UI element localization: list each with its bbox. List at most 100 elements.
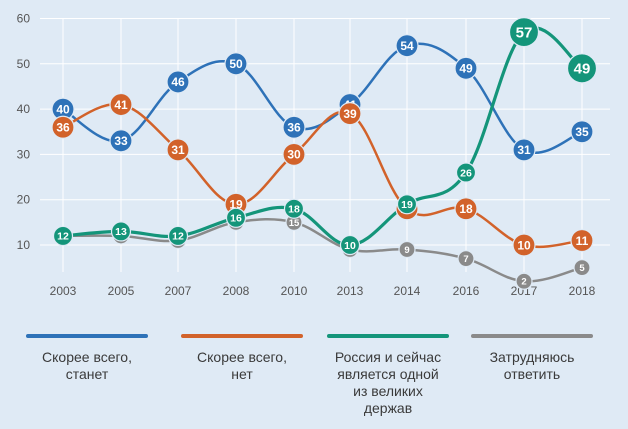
legend-swatch-will-become (26, 334, 148, 338)
data-point (570, 228, 594, 253)
data-label: 35 (575, 125, 589, 139)
data-label: 12 (172, 231, 184, 243)
legend-label-line: Скорее всего, (197, 349, 287, 365)
data-label: 49 (459, 62, 473, 76)
data-point (566, 53, 598, 84)
data-label: 49 (574, 61, 591, 78)
x-tick-label: 2008 (223, 284, 250, 298)
data-label: 7 (463, 254, 468, 265)
x-tick-label: 2007 (165, 284, 192, 298)
data-label: 18 (288, 204, 300, 216)
legend-label-line: из великих (353, 383, 423, 399)
data-label: 36 (56, 121, 70, 135)
data-label: 15 (289, 218, 300, 229)
grid-lines (40, 18, 610, 272)
x-tick-label: 2018 (569, 284, 596, 298)
legend-item-already-great: Россия и сейчас является одной из велики… (313, 334, 463, 417)
data-label: 10 (517, 238, 531, 252)
y-axis-ticks: 10 20 30 40 50 60 (17, 12, 31, 253)
data-point (52, 225, 74, 247)
data-label: 18 (459, 202, 473, 216)
x-tick-label: 2003 (50, 284, 77, 298)
data-label: 30 (287, 148, 301, 162)
x-tick-label: 2016 (453, 284, 480, 298)
data-point (508, 16, 540, 48)
y-tick-label: 40 (17, 102, 31, 116)
data-label: 36 (287, 121, 301, 135)
legend-label-line: Затрудняюсь (489, 349, 575, 365)
data-point (570, 120, 594, 144)
data-label: 9 (404, 245, 409, 256)
data-label: 19 (229, 198, 243, 212)
data-point (338, 102, 362, 126)
data-label: 26 (460, 167, 472, 179)
legend-label-hard-to-say: Затрудняюсь ответить (457, 349, 607, 383)
data-point (454, 197, 478, 221)
legend-item-rather-not: Скорее всего, нет (167, 334, 317, 383)
x-tick-label: 2017 (511, 284, 538, 298)
y-tick-label: 20 (17, 193, 31, 207)
data-point (282, 115, 306, 139)
series-line (61, 26, 584, 247)
x-tick-label: 2013 (337, 284, 364, 298)
legend-label-line: нет (231, 366, 253, 382)
y-tick-label: 30 (17, 147, 31, 161)
data-label: 16 (230, 213, 242, 225)
data-label: 19 (401, 199, 413, 211)
x-axis-ticks: 2003 2005 2007 2008 2010 2013 2014 2016 2017 2018 (50, 284, 596, 298)
y-tick-label: 60 (17, 12, 31, 26)
x-tick-label: 2014 (394, 284, 421, 298)
data-label: 31 (171, 143, 185, 157)
data-point (282, 142, 306, 166)
series-line (61, 218, 584, 283)
data-markers: 1212111515997254033465036415449313536413… (51, 16, 598, 290)
data-point (109, 129, 133, 153)
series-line (61, 102, 584, 249)
y-tick-label: 10 (17, 238, 31, 252)
data-label: 31 (517, 143, 531, 157)
legend-label-line: является одной (337, 366, 439, 382)
series-line (61, 42, 584, 154)
data-label: 2 (521, 277, 526, 288)
legend-label-line: станет (65, 366, 109, 382)
data-point (224, 52, 248, 76)
legend-swatch-rather-not (181, 334, 303, 338)
data-label: 12 (57, 231, 69, 243)
data-point (166, 70, 190, 94)
data-point (455, 162, 477, 183)
legend-swatch-already-great (327, 334, 449, 338)
legend-label-rather-not: Скорее всего, нет (167, 349, 317, 383)
data-label: 57 (516, 24, 533, 41)
y-tick-label: 50 (17, 57, 31, 71)
x-tick-label: 2005 (108, 284, 135, 298)
data-point (51, 115, 75, 139)
legend-label-line: Россия и сейчас (334, 349, 442, 365)
data-label: 46 (171, 75, 185, 89)
data-point (512, 233, 536, 257)
data-point (396, 194, 418, 215)
legend-label-line: Скорее всего, (42, 349, 132, 365)
data-point (167, 225, 189, 247)
legend-item-will-become: Скорее всего, станет (12, 334, 162, 383)
data-point (457, 249, 475, 268)
data-label: 41 (114, 98, 128, 112)
data-point (454, 56, 478, 80)
data-point (225, 207, 247, 228)
data-point (110, 221, 132, 242)
data-point (512, 138, 536, 162)
legend-label-line: ответить (503, 366, 561, 382)
data-label: 54 (400, 39, 414, 53)
data-point (395, 34, 419, 58)
data-label: 5 (579, 263, 585, 274)
x-tick-label: 2010 (281, 284, 308, 298)
legend-swatch-hard-to-say (471, 334, 593, 338)
data-point (283, 198, 305, 219)
data-point (515, 272, 533, 290)
data-label: 10 (344, 240, 356, 252)
data-label: 33 (114, 134, 128, 148)
data-point (166, 138, 190, 162)
data-point (339, 234, 361, 256)
data-label: 39 (343, 107, 357, 121)
data-label: 11 (576, 234, 589, 248)
